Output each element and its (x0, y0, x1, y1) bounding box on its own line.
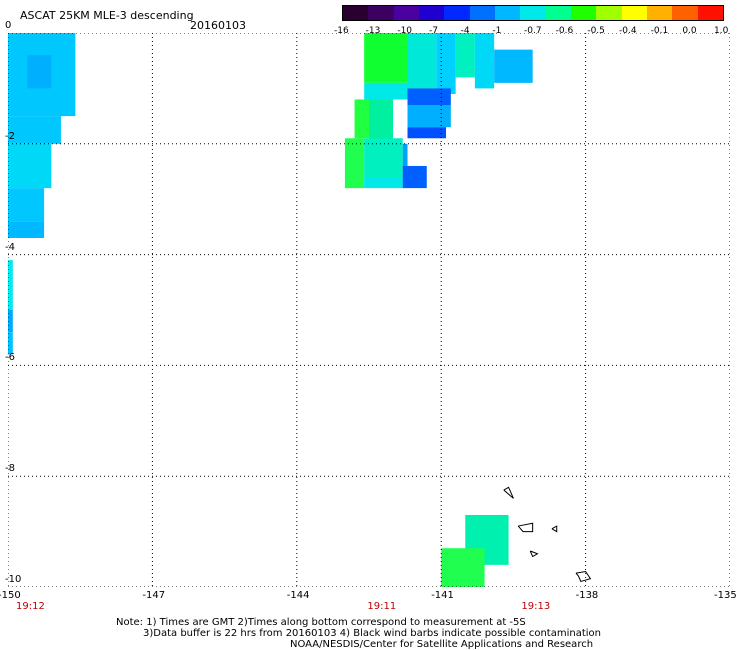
wind-data-cell (8, 260, 13, 310)
y-tick-label: -8 (5, 463, 15, 475)
color-scale-swatch (343, 6, 369, 20)
color-scale-label: -4 (460, 26, 470, 36)
x-tick-label: -135 (714, 590, 737, 601)
coastline (517, 522, 534, 533)
wind-data-cell (8, 221, 45, 238)
x-tick-label: -138 (575, 590, 599, 601)
x-tick-label: -144 (286, 590, 310, 601)
wind-data-cell (27, 55, 52, 89)
color-scale-swatch (494, 6, 521, 20)
wind-data-cell (8, 332, 13, 355)
wind-data-cell (364, 138, 403, 178)
color-scale-swatch (672, 6, 698, 20)
color-scale-label: -0.1 (650, 26, 669, 36)
wind-data-cell (436, 33, 456, 94)
color-scale-label: -0.4 (619, 26, 637, 36)
wind-data-cell (364, 33, 408, 83)
color-scale-swatch (469, 6, 495, 20)
wind-data-cell (354, 99, 369, 139)
coastline (575, 570, 592, 583)
map-date: 20160103 (190, 19, 246, 32)
color-scale-label: -1 (492, 26, 502, 36)
color-scale-swatch (393, 6, 419, 20)
color-scale-swatch (418, 6, 445, 20)
note-line-2: 3)Data buffer is 22 hrs from 20160103 4)… (143, 628, 601, 639)
coastline (529, 550, 539, 558)
color-scale-swatch (520, 6, 546, 20)
wind-data-cell (8, 116, 61, 144)
map-plot (8, 33, 730, 587)
wind-data-cell (8, 143, 52, 189)
wind-data-cell (407, 88, 451, 106)
wind-data-cell (8, 310, 13, 333)
coastline (503, 486, 514, 499)
color-scale-swatch (621, 6, 647, 20)
wind-data-cell (402, 165, 427, 189)
coastline (551, 525, 558, 533)
color-scale-swatch (444, 6, 470, 20)
y-tick-label: -4 (5, 241, 15, 253)
wind-data-cell (364, 82, 408, 100)
time-label: 19:12 (16, 601, 45, 612)
y-tick-label: -6 (5, 352, 15, 364)
color-scale-swatch (545, 6, 571, 20)
wind-data-cell (364, 177, 403, 189)
wind-data-cell (402, 143, 408, 166)
color-scale-swatch (596, 6, 622, 20)
wind-data-cell (407, 33, 437, 89)
y-tick-label: -10 (5, 574, 22, 585)
wind-data-cell (494, 49, 533, 83)
time-label: 19:13 (521, 601, 551, 612)
x-tick-label: -141 (431, 590, 454, 601)
color-scale-swatch (697, 6, 723, 20)
wind-data-cell (407, 127, 447, 139)
wind-data-cell (441, 548, 485, 587)
wind-data-cell (344, 138, 365, 189)
color-scale-label: -0.7 (524, 26, 542, 36)
map-title: ASCAT 25KM MLE-3 descending (20, 9, 194, 22)
wind-data-cell (407, 105, 451, 128)
color-scale-label: 0.0 (682, 26, 697, 36)
color-scale-swatch (646, 6, 673, 20)
wind-data-cell (474, 33, 495, 89)
y-tick-label: -2 (5, 130, 15, 142)
x-tick-label: -150 (0, 590, 21, 601)
color-scale-label: -0.5 (587, 26, 605, 36)
color-scale-swatch (368, 6, 394, 20)
color-scale-label: -16 (334, 26, 349, 36)
time-label: 19:11 (367, 601, 397, 612)
color-scale-bar (342, 5, 724, 21)
note-line-3: NOAA/NESDIS/Center for Satellite Applica… (290, 639, 594, 650)
x-tick-label: -147 (142, 590, 166, 601)
color-scale-label: -0.6 (555, 26, 574, 36)
wind-data-cell (455, 33, 475, 78)
note-line-1: Note: 1) Times are GMT 2)Times along bot… (116, 617, 526, 628)
color-scale-label: -7 (429, 26, 438, 36)
y-tick-label: 0 (5, 20, 12, 31)
color-scale-labels: -16 -13 -10 -7 -4 -1 -0.7 -0.6 -0.5 -0.4 -0.1 0.0 1.… (334, 26, 728, 38)
color-scale-swatch (570, 6, 597, 20)
color-scale-label: -13 (365, 26, 381, 36)
color-scale-label: -10 (397, 26, 413, 36)
color-scale-label: 1.0 (714, 26, 729, 36)
wind-data-cell (8, 188, 45, 222)
